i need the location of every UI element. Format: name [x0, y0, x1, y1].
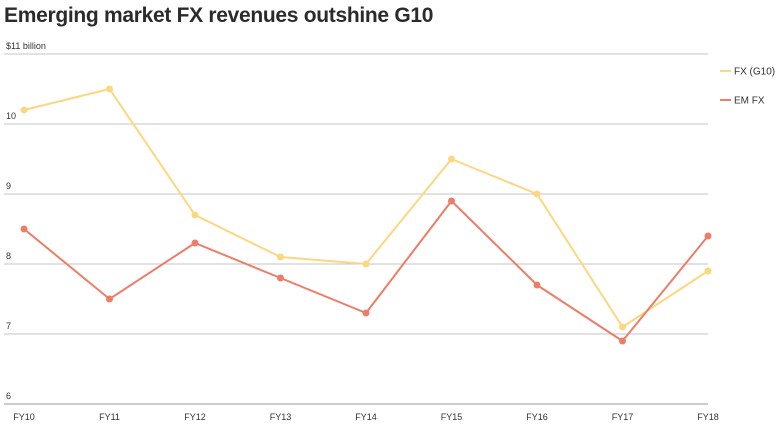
y-tick-label: 9	[6, 181, 11, 191]
data-point	[277, 253, 284, 261]
data-point	[448, 155, 455, 163]
data-point	[191, 211, 199, 219]
x-axis-ticks: FY10 FY11 FY12 FY13 FY14 FY15 FY16 FY17 FY18	[13, 412, 719, 422]
y-axis-ticks: $11 billion 10 9 8 7 6	[6, 41, 46, 401]
data-point	[448, 197, 455, 205]
legend: FX (G10) EM FX	[720, 67, 775, 107]
data-point	[362, 309, 370, 317]
y-tick-label: $11 billion	[6, 41, 46, 51]
chart-title: Emerging market FX revenues outshine G10	[4, 4, 434, 27]
series-line	[23, 88, 709, 328]
x-tick-label: FY11	[99, 412, 120, 422]
x-tick-label: FY12	[184, 412, 206, 422]
data-point	[106, 295, 113, 303]
x-tick-label: FY10	[13, 412, 35, 422]
data-point	[277, 274, 284, 282]
y-tick-label: 6	[6, 391, 11, 401]
data-point	[362, 260, 370, 268]
y-tick-label: 8	[6, 251, 11, 261]
legend-label: EM FX	[734, 96, 765, 107]
y-tick-label: 7	[6, 321, 11, 331]
data-point	[20, 225, 28, 233]
data-point	[619, 323, 626, 331]
x-tick-label: FY15	[441, 412, 463, 422]
gridlines	[4, 53, 708, 405]
series-line	[23, 200, 709, 342]
data-point	[619, 337, 626, 345]
x-tick-label: FY14	[355, 412, 377, 422]
x-tick-label: FY17	[612, 412, 634, 422]
data-point	[106, 85, 113, 93]
data-point	[704, 267, 712, 275]
data-point	[533, 190, 541, 198]
data-point	[704, 232, 712, 240]
y-tick-label: 10	[6, 111, 16, 121]
x-tick-label: FY16	[526, 412, 548, 422]
series-lines	[20, 85, 712, 345]
data-point	[191, 239, 199, 247]
data-point	[533, 281, 541, 289]
x-tick-label: FY18	[697, 412, 719, 422]
legend-label: FX (G10)	[734, 67, 775, 78]
x-tick-label: FY13	[270, 412, 292, 422]
data-point	[20, 106, 28, 114]
